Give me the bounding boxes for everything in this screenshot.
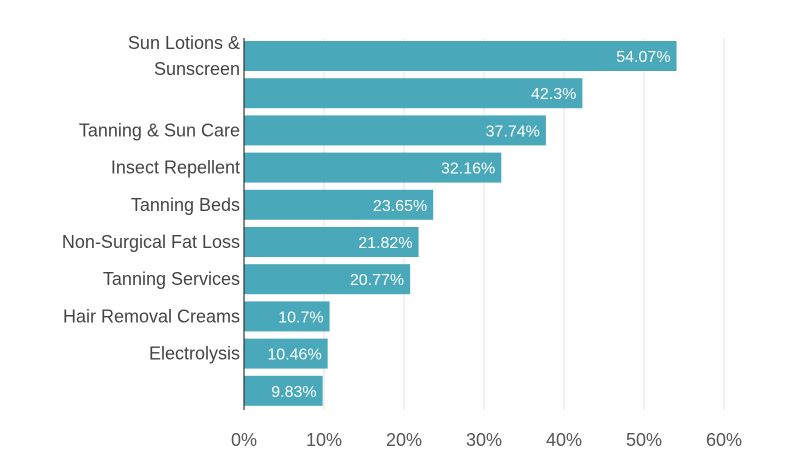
x-tick-label: 50% [626,430,662,450]
category-label: Sun Lotions & [128,33,240,53]
bar [244,152,502,183]
bar-value-label: 10.7% [278,309,323,326]
bar-value-label: 10.46% [267,347,321,364]
x-tick-label: 60% [706,430,742,450]
bar [244,189,434,220]
bar [244,78,583,109]
bar-value-label: 9.83% [271,384,316,401]
bars-layer: 54.07% 42.3% 37.74% 32.16% 23.65% 21.82% 20.77… [244,41,677,406]
bar [244,301,330,332]
category-label: Tanning Beds [131,195,240,215]
category-label: Sunscreen [154,59,240,79]
bar-value-label: 20.77% [350,272,404,289]
category-label: Non-Surgical Fat Loss [62,232,240,252]
category-label: Hair Removal Creams [63,306,240,326]
x-tick-label: 20% [386,430,422,450]
x-tick-label: 40% [546,430,582,450]
category-label: Electrolysis [149,344,240,364]
bar [244,375,323,406]
labels-layer: Sun Lotions & Sunscreen Tanning & Sun Care… [62,33,240,364]
bar [244,338,328,369]
x-tick-label: 30% [466,430,502,450]
bar-value-label: 42.3% [531,86,576,103]
bar-value-label: 23.65% [373,198,427,215]
bar-value-label: 21.82% [358,235,412,252]
x-tick-label: 0% [231,430,257,450]
category-label: Tanning Services [103,269,240,289]
bar [244,264,411,295]
bar-value-label: 54.07% [616,49,670,66]
bar [244,227,419,257]
x-tick-label: 10% [306,430,342,450]
x-axis-ticks: 0% 10% 20% 30% 40% 50% 60% [231,430,742,450]
bar-value-label: 32.16% [441,161,495,178]
bar [244,41,677,71]
bar [244,115,546,146]
category-label: Tanning & Sun Care [79,120,240,140]
category-label: Insect Repellent [111,158,240,178]
bar-value-label: 37.74% [486,123,540,140]
